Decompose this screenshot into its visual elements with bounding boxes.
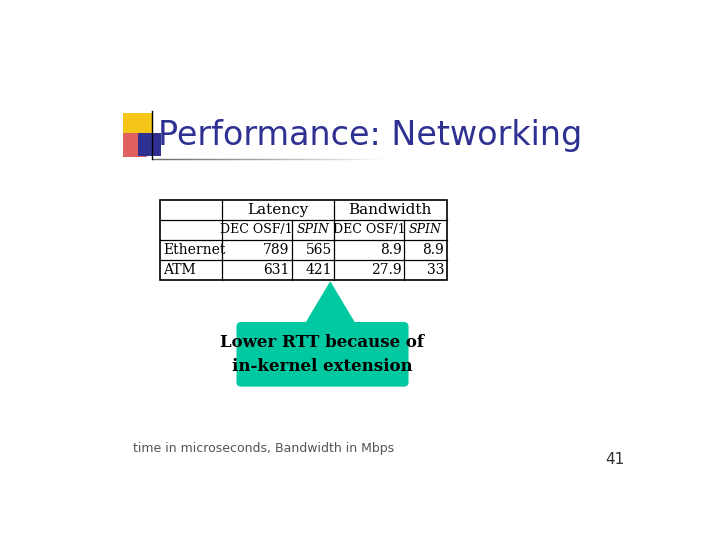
- Text: Bandwidth: Bandwidth: [348, 202, 432, 217]
- Text: 33: 33: [427, 262, 444, 276]
- Text: Lower RTT because of
in-kernel extension: Lower RTT because of in-kernel extension: [220, 334, 425, 375]
- Text: 631: 631: [263, 262, 289, 276]
- Text: 8.9: 8.9: [423, 242, 444, 256]
- Text: Ethernet: Ethernet: [163, 242, 225, 256]
- FancyBboxPatch shape: [122, 112, 152, 142]
- Text: SPIN: SPIN: [297, 223, 329, 236]
- Text: 565: 565: [305, 242, 332, 256]
- Text: Latency: Latency: [247, 202, 309, 217]
- Text: DEC OSF/1: DEC OSF/1: [220, 223, 293, 236]
- Text: 421: 421: [305, 262, 332, 276]
- Text: ATM: ATM: [163, 262, 195, 276]
- Text: 789: 789: [263, 242, 289, 256]
- Text: 27.9: 27.9: [371, 262, 402, 276]
- Text: 41: 41: [606, 452, 625, 467]
- FancyBboxPatch shape: [236, 322, 408, 387]
- FancyBboxPatch shape: [122, 132, 148, 157]
- Text: SPIN: SPIN: [409, 223, 441, 236]
- FancyBboxPatch shape: [160, 200, 446, 280]
- FancyBboxPatch shape: [138, 132, 161, 156]
- Text: 8.9: 8.9: [380, 242, 402, 256]
- Text: Performance: Networking: Performance: Networking: [158, 119, 582, 152]
- Polygon shape: [303, 281, 357, 327]
- Text: DEC OSF/1: DEC OSF/1: [333, 223, 405, 236]
- Text: time in microseconds, Bandwidth in Mbps: time in microseconds, Bandwidth in Mbps: [132, 442, 394, 455]
